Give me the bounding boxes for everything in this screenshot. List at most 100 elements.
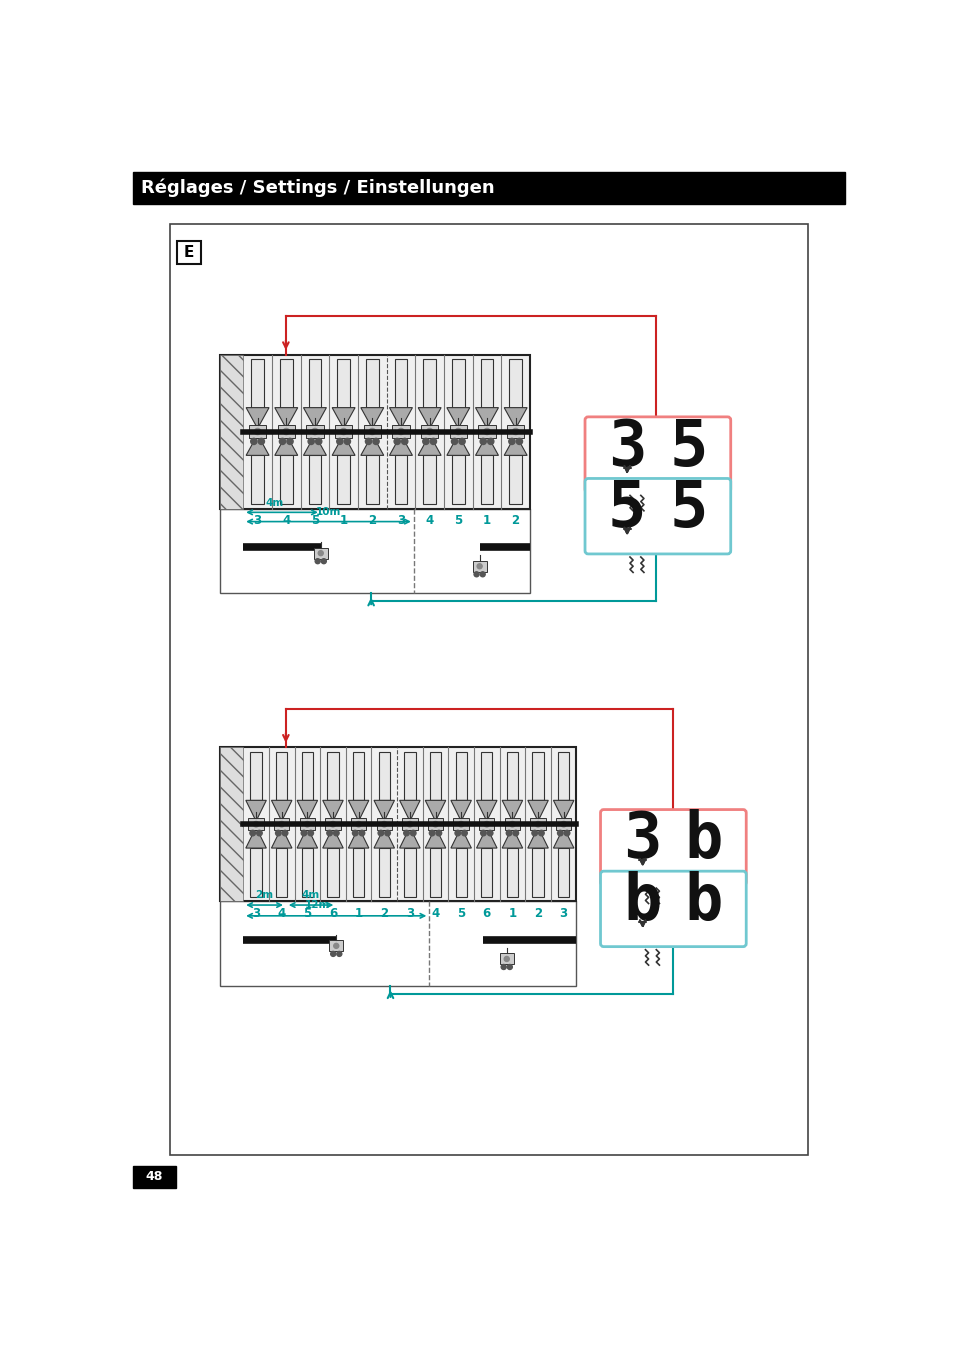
Bar <box>170 224 807 1156</box>
Bar <box>449 425 466 439</box>
Text: 1: 1 <box>355 907 362 919</box>
Bar <box>275 848 287 896</box>
Bar <box>277 425 294 439</box>
Text: 4: 4 <box>431 907 439 919</box>
Text: 3: 3 <box>559 907 567 919</box>
Bar <box>366 455 378 504</box>
Polygon shape <box>451 801 471 821</box>
Circle shape <box>479 572 485 576</box>
Text: 2: 2 <box>380 907 388 919</box>
Bar <box>363 425 380 439</box>
Circle shape <box>336 952 341 956</box>
Bar <box>455 848 466 896</box>
Text: 2: 2 <box>368 514 375 528</box>
Bar <box>274 818 289 830</box>
Circle shape <box>487 439 494 444</box>
Text: 1: 1 <box>339 514 347 528</box>
Text: 3: 3 <box>607 417 646 479</box>
Bar <box>220 355 243 509</box>
FancyBboxPatch shape <box>584 417 730 493</box>
Text: b: b <box>622 871 661 933</box>
Circle shape <box>308 830 314 836</box>
Text: Réglages / Settings / Einstellungen: Réglages / Settings / Einstellungen <box>141 180 494 197</box>
Bar <box>455 752 466 801</box>
Bar <box>327 752 338 801</box>
Circle shape <box>480 830 486 836</box>
Circle shape <box>331 952 335 956</box>
Circle shape <box>282 830 288 836</box>
Text: 4: 4 <box>425 514 434 528</box>
Circle shape <box>535 821 540 828</box>
Bar <box>376 818 392 830</box>
Polygon shape <box>246 435 269 455</box>
Circle shape <box>512 428 518 435</box>
Circle shape <box>557 830 562 836</box>
Polygon shape <box>348 828 369 848</box>
Bar <box>353 752 364 801</box>
Text: b: b <box>684 871 722 933</box>
Bar <box>480 359 493 408</box>
Text: 5: 5 <box>303 907 311 919</box>
Bar <box>509 455 521 504</box>
Circle shape <box>256 830 262 836</box>
Circle shape <box>508 439 515 444</box>
Bar <box>248 818 263 830</box>
Bar <box>251 752 261 801</box>
Circle shape <box>318 551 323 556</box>
Circle shape <box>560 821 566 828</box>
Bar <box>133 1166 175 1188</box>
Circle shape <box>377 830 383 836</box>
Text: 2m: 2m <box>255 891 274 900</box>
Bar <box>309 455 321 504</box>
Bar <box>472 560 486 572</box>
Circle shape <box>279 439 285 444</box>
FancyBboxPatch shape <box>584 478 730 554</box>
Polygon shape <box>246 801 266 821</box>
Bar <box>506 752 517 801</box>
Bar <box>507 425 524 439</box>
Polygon shape <box>475 435 497 455</box>
FancyBboxPatch shape <box>599 810 745 886</box>
Bar <box>452 455 464 504</box>
Circle shape <box>500 964 506 969</box>
Circle shape <box>334 830 338 836</box>
Polygon shape <box>527 828 548 848</box>
Bar <box>558 848 569 896</box>
Circle shape <box>513 830 518 836</box>
Circle shape <box>355 821 361 828</box>
Bar <box>506 848 517 896</box>
Bar <box>337 359 350 408</box>
Text: 3: 3 <box>396 514 405 528</box>
Bar <box>299 818 314 830</box>
Circle shape <box>483 821 489 828</box>
Circle shape <box>397 428 404 435</box>
Circle shape <box>304 821 310 828</box>
Circle shape <box>403 830 409 836</box>
Polygon shape <box>322 801 343 821</box>
Circle shape <box>479 439 486 444</box>
Polygon shape <box>296 801 317 821</box>
Circle shape <box>461 830 467 836</box>
Circle shape <box>474 572 478 576</box>
Bar <box>532 752 543 801</box>
Bar <box>509 359 521 408</box>
Circle shape <box>352 830 357 836</box>
Bar <box>480 848 492 896</box>
Text: 6: 6 <box>482 907 491 919</box>
Circle shape <box>455 428 461 435</box>
Bar <box>499 953 513 964</box>
Text: 12m: 12m <box>305 900 330 910</box>
Text: 48: 48 <box>145 1170 163 1184</box>
Polygon shape <box>296 828 317 848</box>
Polygon shape <box>399 828 419 848</box>
Circle shape <box>254 428 260 435</box>
Bar <box>452 359 464 408</box>
Bar <box>558 752 569 801</box>
Polygon shape <box>374 801 395 821</box>
Text: 3: 3 <box>252 907 260 919</box>
Polygon shape <box>246 408 269 428</box>
Bar <box>378 848 390 896</box>
Circle shape <box>436 830 441 836</box>
Polygon shape <box>332 408 355 428</box>
Text: 3: 3 <box>405 907 414 919</box>
